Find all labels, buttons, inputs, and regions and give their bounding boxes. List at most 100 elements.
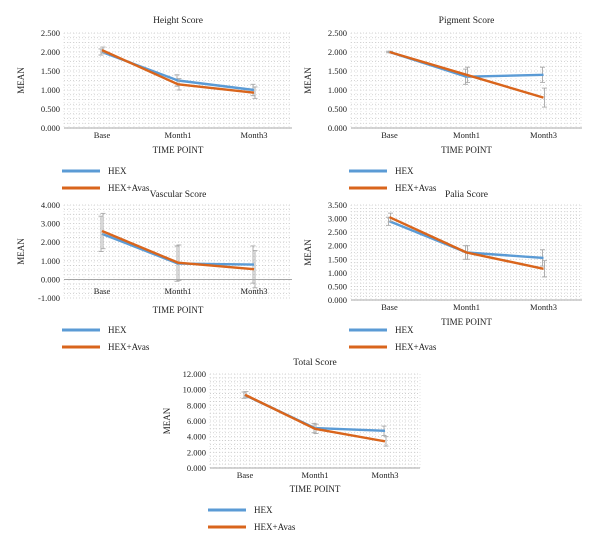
vertical-grid bbox=[63, 33, 290, 128]
chart-title: Height Score bbox=[153, 16, 203, 26]
series-hex-avas bbox=[100, 212, 258, 289]
y-tick-label: 0.500 bbox=[41, 104, 60, 114]
horizontal-grid bbox=[64, 204, 292, 299]
x-tick-label: Month3 bbox=[530, 302, 557, 312]
x-axis-label: TIME POINT bbox=[290, 484, 341, 494]
x-tick-label: Month1 bbox=[453, 130, 480, 140]
x-axis-label: TIME POINT bbox=[153, 145, 204, 155]
x-tick-label: Base bbox=[381, 302, 398, 312]
series-hex bbox=[98, 215, 256, 284]
series-hex bbox=[386, 50, 545, 85]
y-axis-label: MEAN bbox=[162, 407, 172, 434]
y-tick-label: 1.500 bbox=[328, 254, 347, 264]
y-tick-label: 0.500 bbox=[328, 104, 347, 114]
legend-label: HEX+Avas bbox=[395, 183, 437, 193]
x-tick-label: Base bbox=[94, 286, 111, 296]
legend-label: HEX+Avas bbox=[395, 342, 437, 352]
y-tick-label: 0.000 bbox=[41, 274, 60, 284]
series-line bbox=[244, 393, 386, 443]
y-tick-label: 2.000 bbox=[328, 47, 347, 57]
chart-title: Pigment Score bbox=[439, 16, 495, 26]
y-axis-label: MEAN bbox=[16, 238, 26, 265]
x-tick-label: Month1 bbox=[302, 470, 329, 480]
y-tick-label: 2.000 bbox=[41, 47, 60, 57]
y-tick-label: 2.000 bbox=[187, 447, 206, 457]
y-tick-label: 2.000 bbox=[328, 241, 347, 251]
y-tick-label: 3.500 bbox=[328, 200, 347, 210]
series-line bbox=[389, 216, 544, 270]
y-tick-label: 1.500 bbox=[41, 66, 60, 76]
y-tick-label: 1.000 bbox=[328, 268, 347, 278]
series-hex-avas bbox=[388, 212, 547, 278]
vertical-grid bbox=[350, 33, 582, 128]
y-tick-label: 0.500 bbox=[328, 281, 347, 291]
y-tick-label: -1.000 bbox=[38, 293, 60, 303]
vertical-grid bbox=[63, 205, 290, 298]
series-line bbox=[389, 50, 544, 78]
x-tick-label: Month3 bbox=[241, 130, 268, 140]
x-tick-label: Base bbox=[94, 130, 111, 140]
series-hex-avas bbox=[388, 50, 547, 108]
x-axis-label: TIME POINT bbox=[441, 317, 492, 327]
y-tick-label: 2.500 bbox=[328, 28, 347, 38]
y-tick-label: 2.500 bbox=[328, 227, 347, 237]
y-tick-label: 3.000 bbox=[41, 219, 60, 229]
y-tick-label: 1.000 bbox=[41, 85, 60, 95]
y-tick-label: 0.000 bbox=[328, 295, 347, 305]
series-hex-avas bbox=[100, 46, 258, 99]
x-axis-label: TIME POINT bbox=[153, 305, 204, 315]
y-tick-label: 1.500 bbox=[328, 66, 347, 76]
chart-1: Pigment Score 0.000 0.500 1.000 1.500 2.000 2.… bbox=[303, 16, 582, 193]
x-tick-label: Month3 bbox=[530, 130, 557, 140]
x-axis-label: TIME POINT bbox=[441, 145, 492, 155]
legend-label: HEX bbox=[108, 325, 127, 335]
legend-label: HEX bbox=[254, 505, 273, 515]
x-tick-label: Month1 bbox=[165, 286, 192, 296]
y-tick-label: 0.000 bbox=[328, 123, 347, 133]
chart-2: Vascular Score -1.000 0.000 1.000 2.000 3.000… bbox=[16, 190, 292, 352]
x-tick-label: Month3 bbox=[372, 470, 399, 480]
y-tick-label: 2.000 bbox=[41, 237, 60, 247]
horizontal-grid bbox=[64, 32, 292, 129]
x-tick-label: Month3 bbox=[241, 286, 268, 296]
series-line bbox=[101, 232, 255, 266]
x-tick-label: Base bbox=[381, 130, 398, 140]
legend-label: HEX+Avas bbox=[108, 183, 150, 193]
horizontal-grid bbox=[351, 32, 582, 129]
legend-label: HEX+Avas bbox=[254, 522, 296, 532]
y-tick-label: 3.000 bbox=[328, 214, 347, 224]
y-tick-label: 1.000 bbox=[328, 85, 347, 95]
y-tick-label: 0.000 bbox=[187, 463, 206, 473]
chart-title: Total Score bbox=[293, 358, 336, 368]
chart-title: Palia Score bbox=[445, 190, 488, 200]
chart-3: Palia Score 0.000 0.500 1.000 1.500 2.000 2.50… bbox=[303, 190, 582, 352]
legend-label: HEX+Avas bbox=[108, 342, 150, 352]
chart-0: Height Score 0.000 0.500 1.000 1.500 2.000 2.5… bbox=[16, 16, 292, 193]
x-tick-label: Base bbox=[237, 470, 254, 480]
series-line bbox=[101, 49, 255, 94]
y-tick-label: 0.000 bbox=[41, 123, 60, 133]
y-tick-label: 8.000 bbox=[187, 400, 206, 410]
series-hex-avas bbox=[243, 391, 389, 447]
chart-4: Total Score 0.000 2.000 4.000 6.000 8.000 10.0… bbox=[162, 358, 421, 532]
y-tick-label: 1.000 bbox=[41, 256, 60, 266]
y-tick-label: 10.000 bbox=[183, 385, 206, 395]
y-tick-label: 4.000 bbox=[41, 200, 60, 210]
y-tick-label: 12.000 bbox=[183, 369, 206, 379]
legend-label: HEX bbox=[395, 325, 414, 335]
y-axis-label: MEAN bbox=[303, 239, 313, 266]
x-tick-label: Month1 bbox=[165, 130, 192, 140]
y-tick-label: 6.000 bbox=[187, 416, 206, 426]
series-line bbox=[101, 229, 255, 271]
legend-label: HEX bbox=[108, 166, 127, 176]
series-hex bbox=[98, 48, 256, 97]
x-tick-label: Month1 bbox=[453, 302, 480, 312]
series-line bbox=[389, 50, 544, 99]
y-axis-label: MEAN bbox=[303, 67, 313, 94]
horizontal-grid bbox=[210, 373, 420, 469]
y-tick-label: 2.500 bbox=[41, 28, 60, 38]
chart-title: Vascular Score bbox=[150, 190, 207, 200]
y-axis-label: MEAN bbox=[16, 67, 26, 94]
legend-label: HEX bbox=[395, 166, 414, 176]
